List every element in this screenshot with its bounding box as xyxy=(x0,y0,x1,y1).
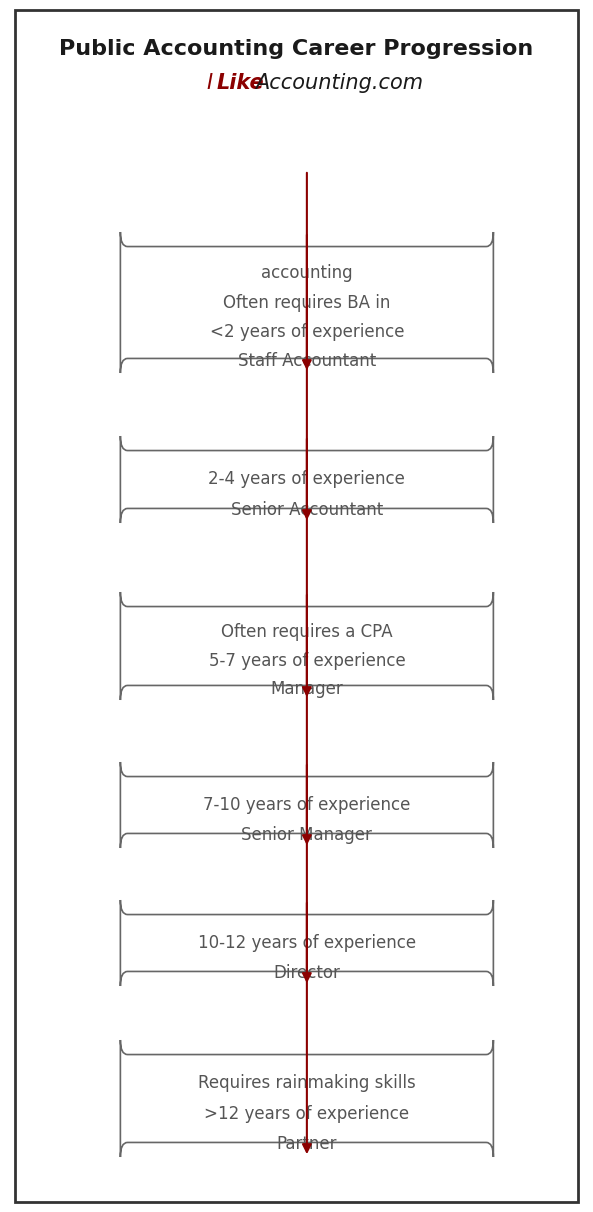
Text: Often requires a CPA: Often requires a CPA xyxy=(221,623,393,641)
FancyBboxPatch shape xyxy=(120,762,493,848)
Text: 10-12 years of experience: 10-12 years of experience xyxy=(198,933,416,951)
Text: Partner: Partner xyxy=(276,1136,337,1154)
Text: Director: Director xyxy=(273,965,340,983)
FancyBboxPatch shape xyxy=(120,901,493,987)
Text: Staff Accountant: Staff Accountant xyxy=(238,353,376,371)
Text: Public Accounting Career Progression: Public Accounting Career Progression xyxy=(59,39,534,59)
Text: 5-7 years of experience: 5-7 years of experience xyxy=(209,652,405,670)
Text: 7-10 years of experience: 7-10 years of experience xyxy=(203,796,410,813)
Text: Like: Like xyxy=(217,73,264,93)
Text: Requires rainmaking skills: Requires rainmaking skills xyxy=(198,1074,416,1092)
Text: ILikeAccounting.com: ILikeAccounting.com xyxy=(188,73,405,93)
Text: Manager: Manager xyxy=(270,680,343,698)
FancyBboxPatch shape xyxy=(120,591,493,701)
Text: Accounting.com: Accounting.com xyxy=(255,73,423,93)
Text: 2-4 years of experience: 2-4 years of experience xyxy=(209,470,405,488)
FancyBboxPatch shape xyxy=(120,231,493,373)
FancyBboxPatch shape xyxy=(120,436,493,524)
Text: Senior Accountant: Senior Accountant xyxy=(231,502,383,519)
Text: >12 years of experience: >12 years of experience xyxy=(205,1104,409,1122)
Text: accounting: accounting xyxy=(261,264,353,282)
FancyBboxPatch shape xyxy=(120,1040,493,1157)
Text: I: I xyxy=(206,73,212,93)
Text: Often requires BA in: Often requires BA in xyxy=(223,293,391,311)
Text: Senior Manager: Senior Manager xyxy=(241,827,372,845)
Text: <2 years of experience: <2 years of experience xyxy=(210,324,404,341)
